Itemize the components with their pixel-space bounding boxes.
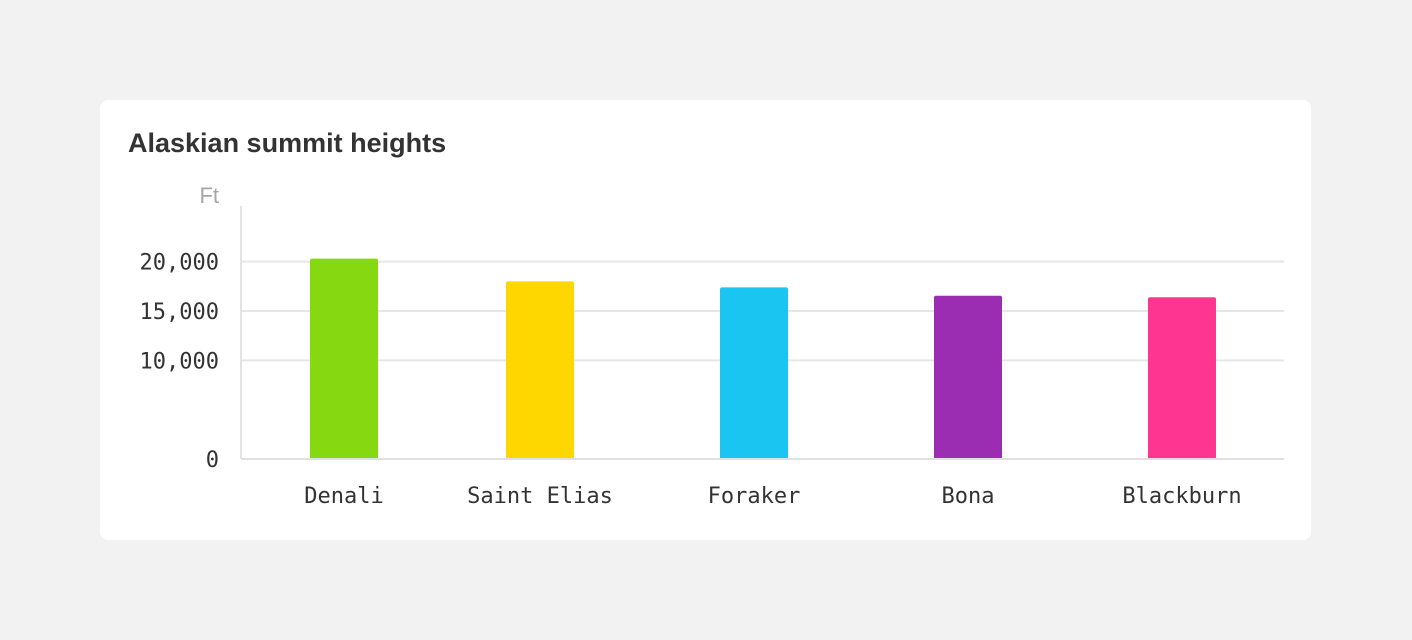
x-axis-labels: Denali Saint Elias Foraker Bona Blackburn [304,484,1241,509]
bar-foraker [720,287,788,459]
x-category-label: Denali [304,484,383,509]
y-tick-label: 10,000 [140,349,219,374]
x-category-label: Saint Elias [467,484,613,509]
chart-title: Alaskian summit heights [128,128,447,158]
bars [310,258,1216,459]
y-tick-label: 15,000 [140,300,219,325]
y-axis-unit-label: Ft [199,183,219,208]
x-category-label: Blackburn [1122,484,1241,509]
x-category-label: Bona [942,484,995,509]
y-tick-label: 0 [206,448,219,473]
bar-chart: Ft 0 10,000 15,000 20,000 Denali Saint Elias… [140,183,1284,509]
bar-bona [934,295,1002,459]
bar-saint-elias [506,281,574,459]
y-tick-label: 20,000 [140,251,219,276]
chart-card: Alaskian summit heights Ft 0 10,000 15,000… [100,100,1311,540]
x-category-label: Foraker [708,484,801,509]
bar-denali [310,258,378,459]
bar-blackburn [1148,297,1216,459]
y-axis-ticks: 0 10,000 15,000 20,000 [140,251,219,473]
